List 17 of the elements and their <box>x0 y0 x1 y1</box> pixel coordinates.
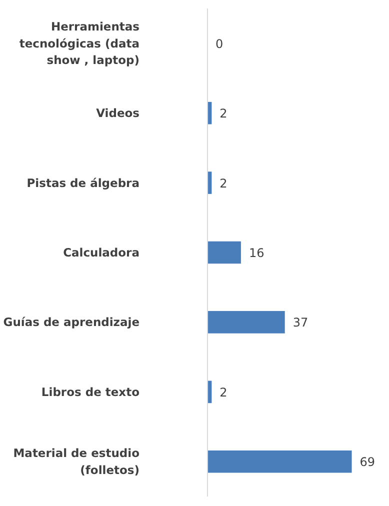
data-label: 2 <box>220 385 228 400</box>
bar <box>208 241 241 264</box>
data-label: 16 <box>248 246 264 260</box>
data-label: 37 <box>292 316 308 330</box>
data-label: 0 <box>216 36 224 51</box>
y-tick-label: Pistas de álgebra <box>26 176 140 190</box>
y-tick-label: Herramientas tecnológicas (data show , laptop) <box>19 20 140 68</box>
data-label: 2 <box>220 176 228 190</box>
y-tick-label: Calculadora <box>63 246 140 260</box>
y-tick-label: Guías de aprendizaje <box>3 315 140 330</box>
y-tick-label: Material de estudio (folletos) <box>13 446 140 478</box>
y-tick-label: Videos <box>96 106 140 120</box>
data-label: 2 <box>220 106 228 121</box>
y-tick-label: Libros de texto <box>41 384 140 399</box>
bar <box>208 450 352 473</box>
bar <box>208 311 285 334</box>
data-label: 69 <box>360 455 376 470</box>
